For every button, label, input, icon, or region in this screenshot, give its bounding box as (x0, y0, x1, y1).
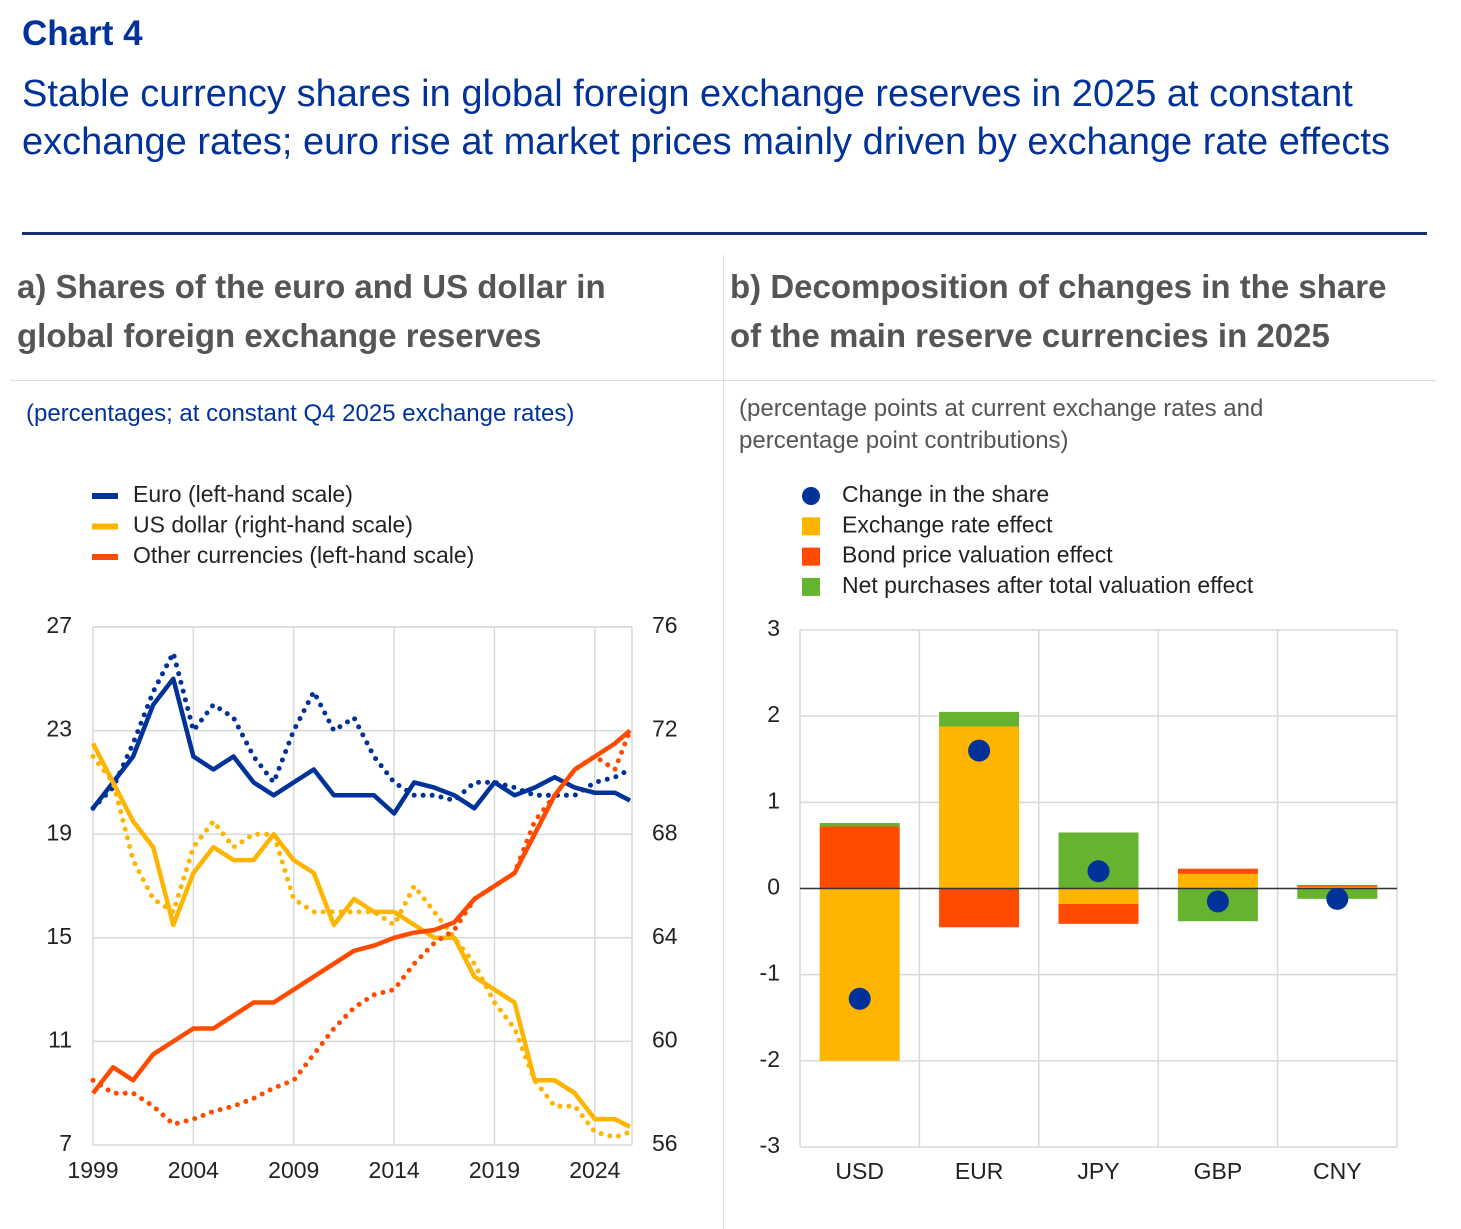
x-tick-label: GBP (1194, 1158, 1243, 1184)
x-tick-label: 2009 (268, 1157, 319, 1183)
x-tick-label: USD (835, 1158, 884, 1184)
y-tick-label: 27 (46, 612, 72, 638)
legend-label: Other currencies (left-hand scale) (133, 542, 474, 568)
x-tick-label: JPY (1077, 1158, 1119, 1184)
legend-swatch (802, 577, 820, 596)
y2-tick-label: 60 (652, 1026, 678, 1052)
legend-label: Change in the share (842, 481, 1049, 507)
x-tick-label: 1999 (67, 1157, 118, 1183)
x-tick-label: 2019 (469, 1157, 520, 1183)
y-tick-label: 0 (767, 874, 780, 900)
line (91, 742, 632, 1129)
chart-label: Chart 4 (22, 14, 143, 53)
panel-subtitle: (percentage points at current exchange r… (739, 395, 1264, 454)
legend-label: Exchange rate effect (842, 511, 1053, 537)
panel-title: a) Shares of the euro and US dollar in g… (17, 268, 606, 354)
bar (1297, 886, 1378, 889)
legend-label: Euro (left-hand scale) (133, 481, 353, 507)
legend-swatch (802, 547, 820, 566)
bar (939, 711, 1020, 727)
dot (1326, 887, 1349, 910)
dotted-line (90, 645, 633, 811)
panel-title: b) Decomposition of changes in the share… (730, 268, 1387, 354)
y2-tick-label: 76 (652, 612, 678, 638)
bar (1058, 888, 1139, 905)
bar (1177, 868, 1258, 874)
legend-label: Net purchases after total valuation effe… (842, 572, 1254, 598)
legend-label: US dollar (right-hand scale) (133, 512, 413, 538)
dot (1206, 890, 1229, 913)
y-tick-label: 3 (767, 615, 780, 641)
dot (968, 739, 991, 762)
bar (1058, 904, 1139, 924)
divider (723, 255, 724, 1229)
y-tick-label: 11 (48, 1026, 72, 1052)
x-tick-label: CNY (1313, 1158, 1362, 1184)
y2-tick-label: 56 (652, 1130, 678, 1156)
y2-tick-label: 72 (652, 716, 678, 742)
y-tick-label: -2 (760, 1046, 780, 1072)
legend-label: Bond price valuation effect (842, 542, 1113, 568)
x-tick-label: 2004 (168, 1157, 219, 1183)
dotted-line (90, 754, 633, 1140)
bar (819, 888, 900, 1061)
y-tick-label: -1 (760, 960, 780, 986)
bar (819, 823, 900, 827)
panel-subtitle: (percentages; at constant Q4 2025 exchan… (26, 400, 575, 427)
bar (1177, 873, 1258, 889)
dotted-line (90, 728, 633, 1128)
y-tick-label: 23 (46, 716, 72, 742)
bar (1297, 885, 1378, 887)
legend-swatch (802, 487, 820, 505)
bar (939, 888, 1020, 928)
y-tick-label: 7 (59, 1130, 72, 1156)
line (91, 676, 632, 816)
bar (819, 826, 900, 889)
legend-swatch (802, 517, 820, 536)
y-tick-label: 19 (46, 819, 72, 845)
y2-tick-label: 64 (652, 923, 678, 949)
chart-title: Stable currency shares in global foreign… (22, 73, 1390, 163)
x-tick-label: 2014 (369, 1157, 420, 1183)
x-tick-label: EUR (955, 1158, 1004, 1184)
y-tick-label: 15 (46, 923, 72, 949)
dot (1087, 860, 1110, 883)
y-tick-label: 2 (767, 701, 780, 727)
y-tick-label: -3 (760, 1132, 780, 1158)
dot (848, 987, 871, 1010)
title-rule (22, 232, 1427, 235)
line (91, 728, 632, 1095)
x-tick-label: 2024 (569, 1157, 620, 1183)
y-tick-label: 1 (767, 787, 780, 813)
y2-tick-label: 68 (652, 819, 678, 845)
